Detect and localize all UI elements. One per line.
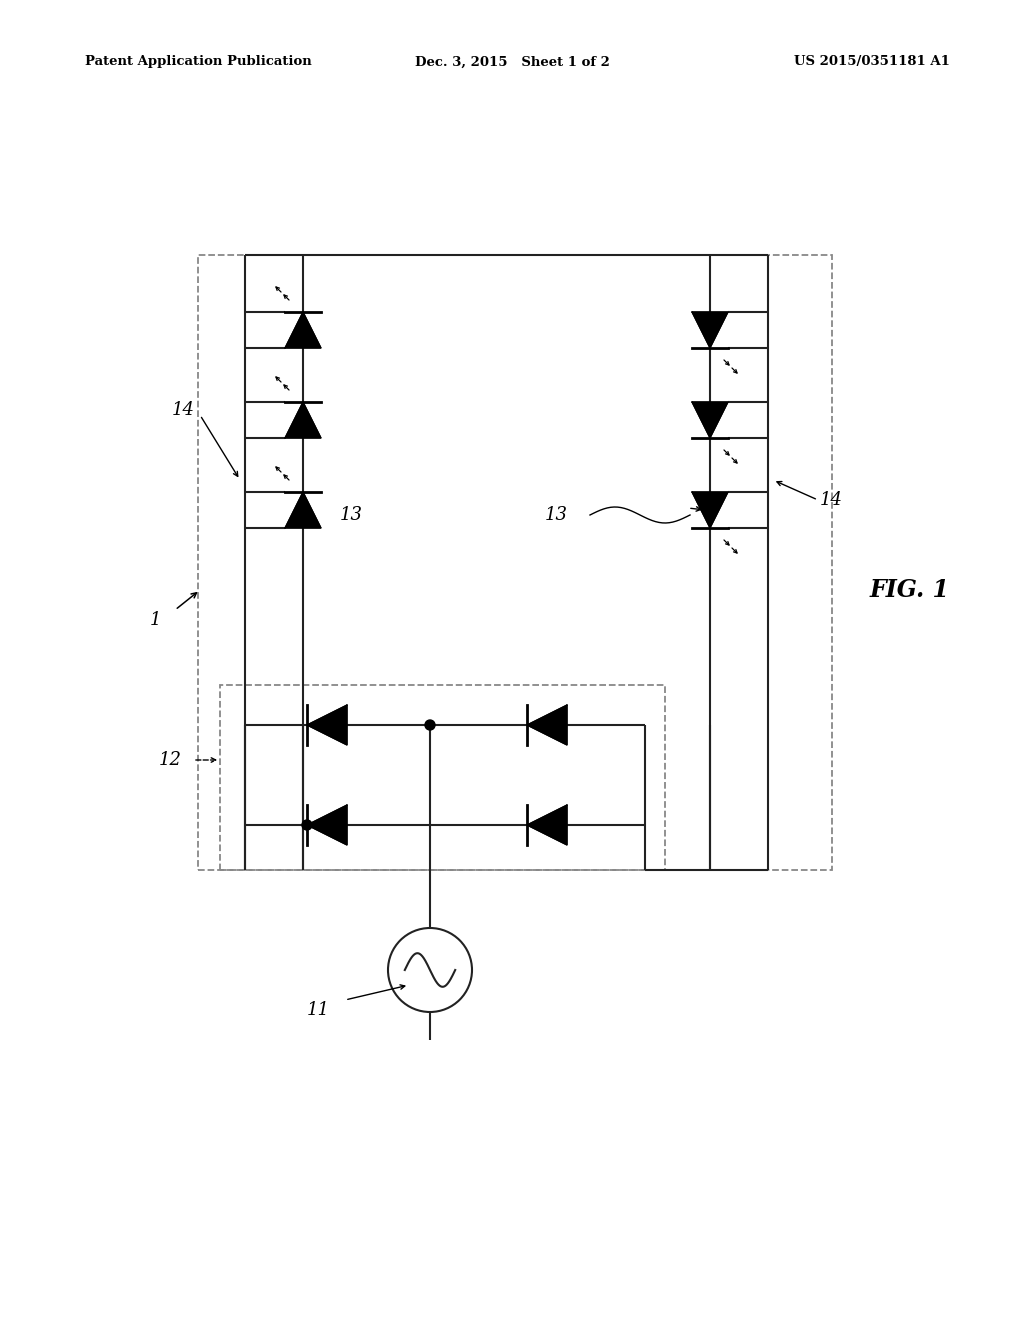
Text: 1: 1 (150, 611, 161, 630)
Bar (198, 255, 831, 870)
Text: 12: 12 (159, 751, 181, 770)
Polygon shape (692, 492, 728, 528)
Text: US 2015/0351181 A1: US 2015/0351181 A1 (795, 55, 950, 69)
Text: FIG. 1: FIG. 1 (870, 578, 950, 602)
Polygon shape (285, 403, 321, 438)
Circle shape (302, 820, 312, 830)
Text: 11: 11 (307, 1001, 330, 1019)
Circle shape (425, 719, 435, 730)
Polygon shape (692, 312, 728, 348)
Polygon shape (692, 403, 728, 438)
Text: 13: 13 (545, 506, 568, 524)
Text: Patent Application Publication: Patent Application Publication (85, 55, 311, 69)
Bar (220, 685, 665, 870)
Polygon shape (307, 805, 347, 845)
Text: 13: 13 (340, 506, 362, 524)
Polygon shape (527, 805, 567, 845)
Polygon shape (527, 705, 567, 744)
Polygon shape (307, 705, 347, 744)
Text: Dec. 3, 2015   Sheet 1 of 2: Dec. 3, 2015 Sheet 1 of 2 (415, 55, 609, 69)
Polygon shape (285, 492, 321, 528)
Polygon shape (285, 312, 321, 348)
Text: 14: 14 (820, 491, 843, 510)
Text: 14: 14 (172, 401, 195, 418)
